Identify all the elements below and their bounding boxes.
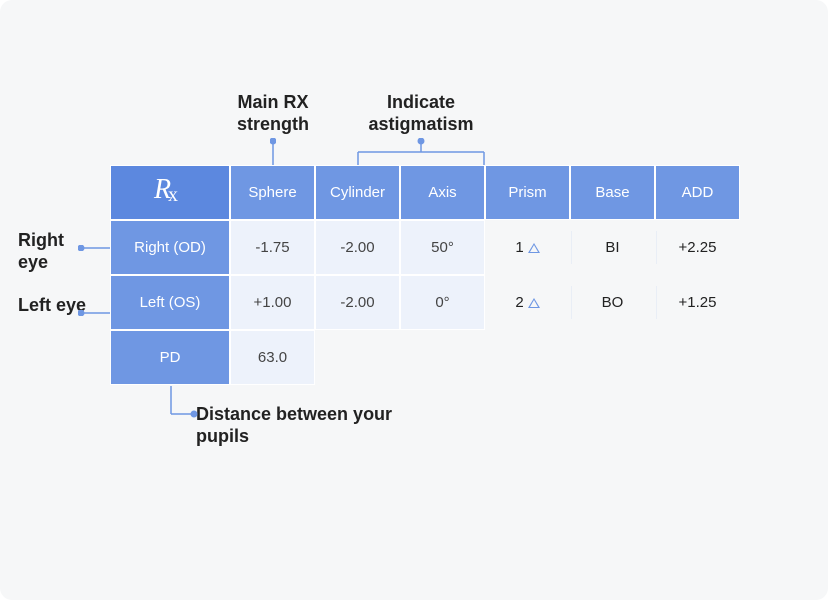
row-left-label: Left (OS) xyxy=(110,275,230,330)
row-right-cylinder: -2.00 xyxy=(315,220,400,275)
row-left-axis: 0° xyxy=(400,275,485,330)
prescription-diagram: Main RX strength Indicate astigmatism Ri… xyxy=(0,0,828,600)
row-pd-value: 63.0 xyxy=(230,330,315,385)
row-left-base: BO xyxy=(570,275,655,330)
row-left-add: +1.25 xyxy=(655,275,740,330)
row-left-prism: 2 xyxy=(485,275,570,330)
annotation-pd: Distance between your pupils xyxy=(196,404,396,447)
row-right-sphere: -1.75 xyxy=(230,220,315,275)
prism-icon xyxy=(528,243,540,253)
row-right-prism: 1 xyxy=(485,220,570,275)
pointer-pd xyxy=(168,386,198,418)
pointer-astigmatism xyxy=(336,138,506,166)
pointer-left-eye xyxy=(78,310,112,316)
prism-value: 2 xyxy=(515,294,523,311)
header-rx: Rx xyxy=(110,165,230,220)
prism-value: 1 xyxy=(515,239,523,256)
annotation-right-eye: Right eye xyxy=(18,230,88,273)
annotation-main-rx: Main RX strength xyxy=(223,92,323,135)
header-cylinder: Cylinder xyxy=(315,165,400,220)
header-prism: Prism xyxy=(485,165,570,220)
row-left-cylinder: -2.00 xyxy=(315,275,400,330)
annotation-astigmatism: Indicate astigmatism xyxy=(336,92,506,135)
header-sphere: Sphere xyxy=(230,165,315,220)
pointer-right-eye xyxy=(78,245,112,251)
row-right-base: BI xyxy=(570,220,655,275)
rx-table: Rx Sphere Cylinder Axis Prism Base ADD R… xyxy=(110,165,740,385)
row-right-label: Right (OD) xyxy=(110,220,230,275)
prism-icon xyxy=(528,298,540,308)
header-base: Base xyxy=(570,165,655,220)
row-left-sphere: +1.00 xyxy=(230,275,315,330)
pointer-main-rx xyxy=(270,138,276,166)
row-right-add: +2.25 xyxy=(655,220,740,275)
rx-icon: Rx xyxy=(150,178,190,208)
header-add: ADD xyxy=(655,165,740,220)
header-axis: Axis xyxy=(400,165,485,220)
row-pd-label: PD xyxy=(110,330,230,385)
row-right-axis: 50° xyxy=(400,220,485,275)
